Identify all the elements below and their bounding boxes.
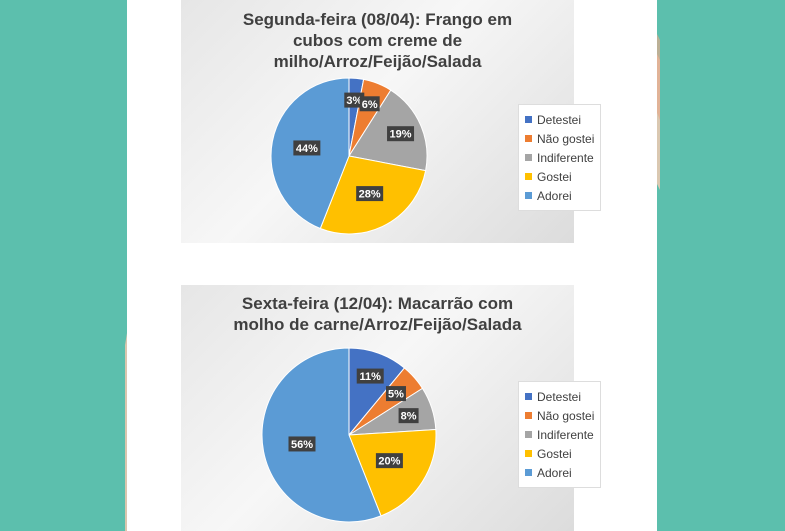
data-label-box [288, 436, 316, 452]
legend-item: Indiferente [525, 148, 594, 167]
data-label: 56% [288, 436, 316, 452]
data-label-text: 11% [360, 371, 382, 383]
data-label: 6% [359, 96, 380, 112]
chart-title-line: cubos com creme de [292, 31, 463, 50]
legend-swatch [525, 469, 532, 476]
legend-label: Detestei [537, 389, 582, 404]
data-label-box [359, 96, 380, 112]
data-label-text: 44% [296, 143, 318, 155]
legend-swatch [525, 412, 532, 419]
data-label: 8% [398, 408, 419, 424]
legend-label: Indiferente [537, 427, 594, 442]
data-label-text: 5% [388, 389, 404, 401]
pie-slice-gostei [348, 429, 437, 517]
legend-label: Detestei [537, 112, 582, 127]
legend-swatch [525, 431, 532, 438]
legend-label: Indiferente [537, 150, 594, 165]
chart-title-friday: Sexta-feira (12/04): Macarrão com molho … [181, 293, 574, 335]
legend-item: Indiferente [525, 425, 594, 444]
chart-title-line: Sexta-feira (12/04): Macarrão com [241, 294, 514, 313]
chart-panel-monday: Segunda-feira (08/04): Frango em cubos c… [181, 0, 602, 243]
data-label-box [387, 126, 415, 142]
data-label-box [385, 386, 406, 402]
legend-label: Adorei [537, 188, 572, 203]
data-label-text: 56% [291, 439, 313, 451]
legend-item: Gostei [525, 167, 594, 186]
legend-label: Gostei [537, 446, 572, 461]
legend-item: Adorei [525, 186, 594, 205]
data-label: 11% [356, 368, 384, 384]
pie-slice-adorei [261, 347, 382, 523]
legend-swatch [525, 154, 532, 161]
data-label: 5% [385, 386, 406, 402]
legend-swatch [525, 173, 532, 180]
legend-label: Não gostei [537, 408, 595, 423]
chart-title-line: molho de carne/Arroz/Feijão/Salada [233, 315, 522, 334]
legend-swatch [525, 450, 532, 457]
legend-item: Não gostei [525, 129, 594, 148]
data-label-text: 20% [378, 456, 400, 468]
legend-swatch [525, 393, 532, 400]
legend-swatch [525, 135, 532, 142]
chart-title-line: milho/Arroz/Feijão/Salada [273, 52, 482, 71]
legend-swatch [525, 192, 532, 199]
data-label-text: 8% [401, 411, 417, 423]
data-label-box [356, 186, 384, 202]
data-label-text: 28% [359, 189, 381, 201]
legend-label: Adorei [537, 465, 572, 480]
data-label-box [344, 92, 365, 108]
legend-friday: Detestei Não gostei Indiferente Gostei Adore… [518, 381, 602, 488]
data-label: 44% [293, 140, 321, 156]
data-label: 28% [356, 186, 384, 202]
legend-label: Não gostei [537, 131, 595, 146]
data-label: 3% [344, 92, 365, 108]
legend-item: Adorei [525, 463, 594, 482]
legend-item: Não gostei [525, 406, 594, 425]
data-label-text: 3% [346, 95, 362, 107]
data-label: 20% [375, 453, 403, 469]
legend-monday: Detestei Não gostei Indiferente Gostei Adore… [518, 104, 602, 211]
legend-label: Gostei [537, 169, 572, 184]
data-label-text: 19% [390, 129, 412, 141]
chart-title-monday: Segunda-feira (08/04): Frango em cubos c… [181, 9, 574, 72]
legend-item: Gostei [525, 444, 594, 463]
data-label: 19% [387, 126, 415, 142]
legend-item: Detestei [525, 110, 594, 129]
data-label-text: 6% [362, 99, 378, 111]
data-label-box [398, 408, 419, 424]
data-label-box [293, 140, 321, 156]
legend-swatch [525, 116, 532, 123]
chart-title-line: Segunda-feira (08/04): Frango em [242, 10, 513, 29]
data-label-box [356, 368, 384, 384]
pie-chart-monday: 3% 6% 19% 28% 44% [270, 77, 428, 235]
pie-chart-friday: 11% 5% 8% 20% 56% [261, 347, 437, 523]
data-label-box [375, 453, 403, 469]
chart-panel-friday: Sexta-feira (12/04): Macarrão com molho … [181, 285, 602, 531]
legend-item: Detestei [525, 387, 594, 406]
